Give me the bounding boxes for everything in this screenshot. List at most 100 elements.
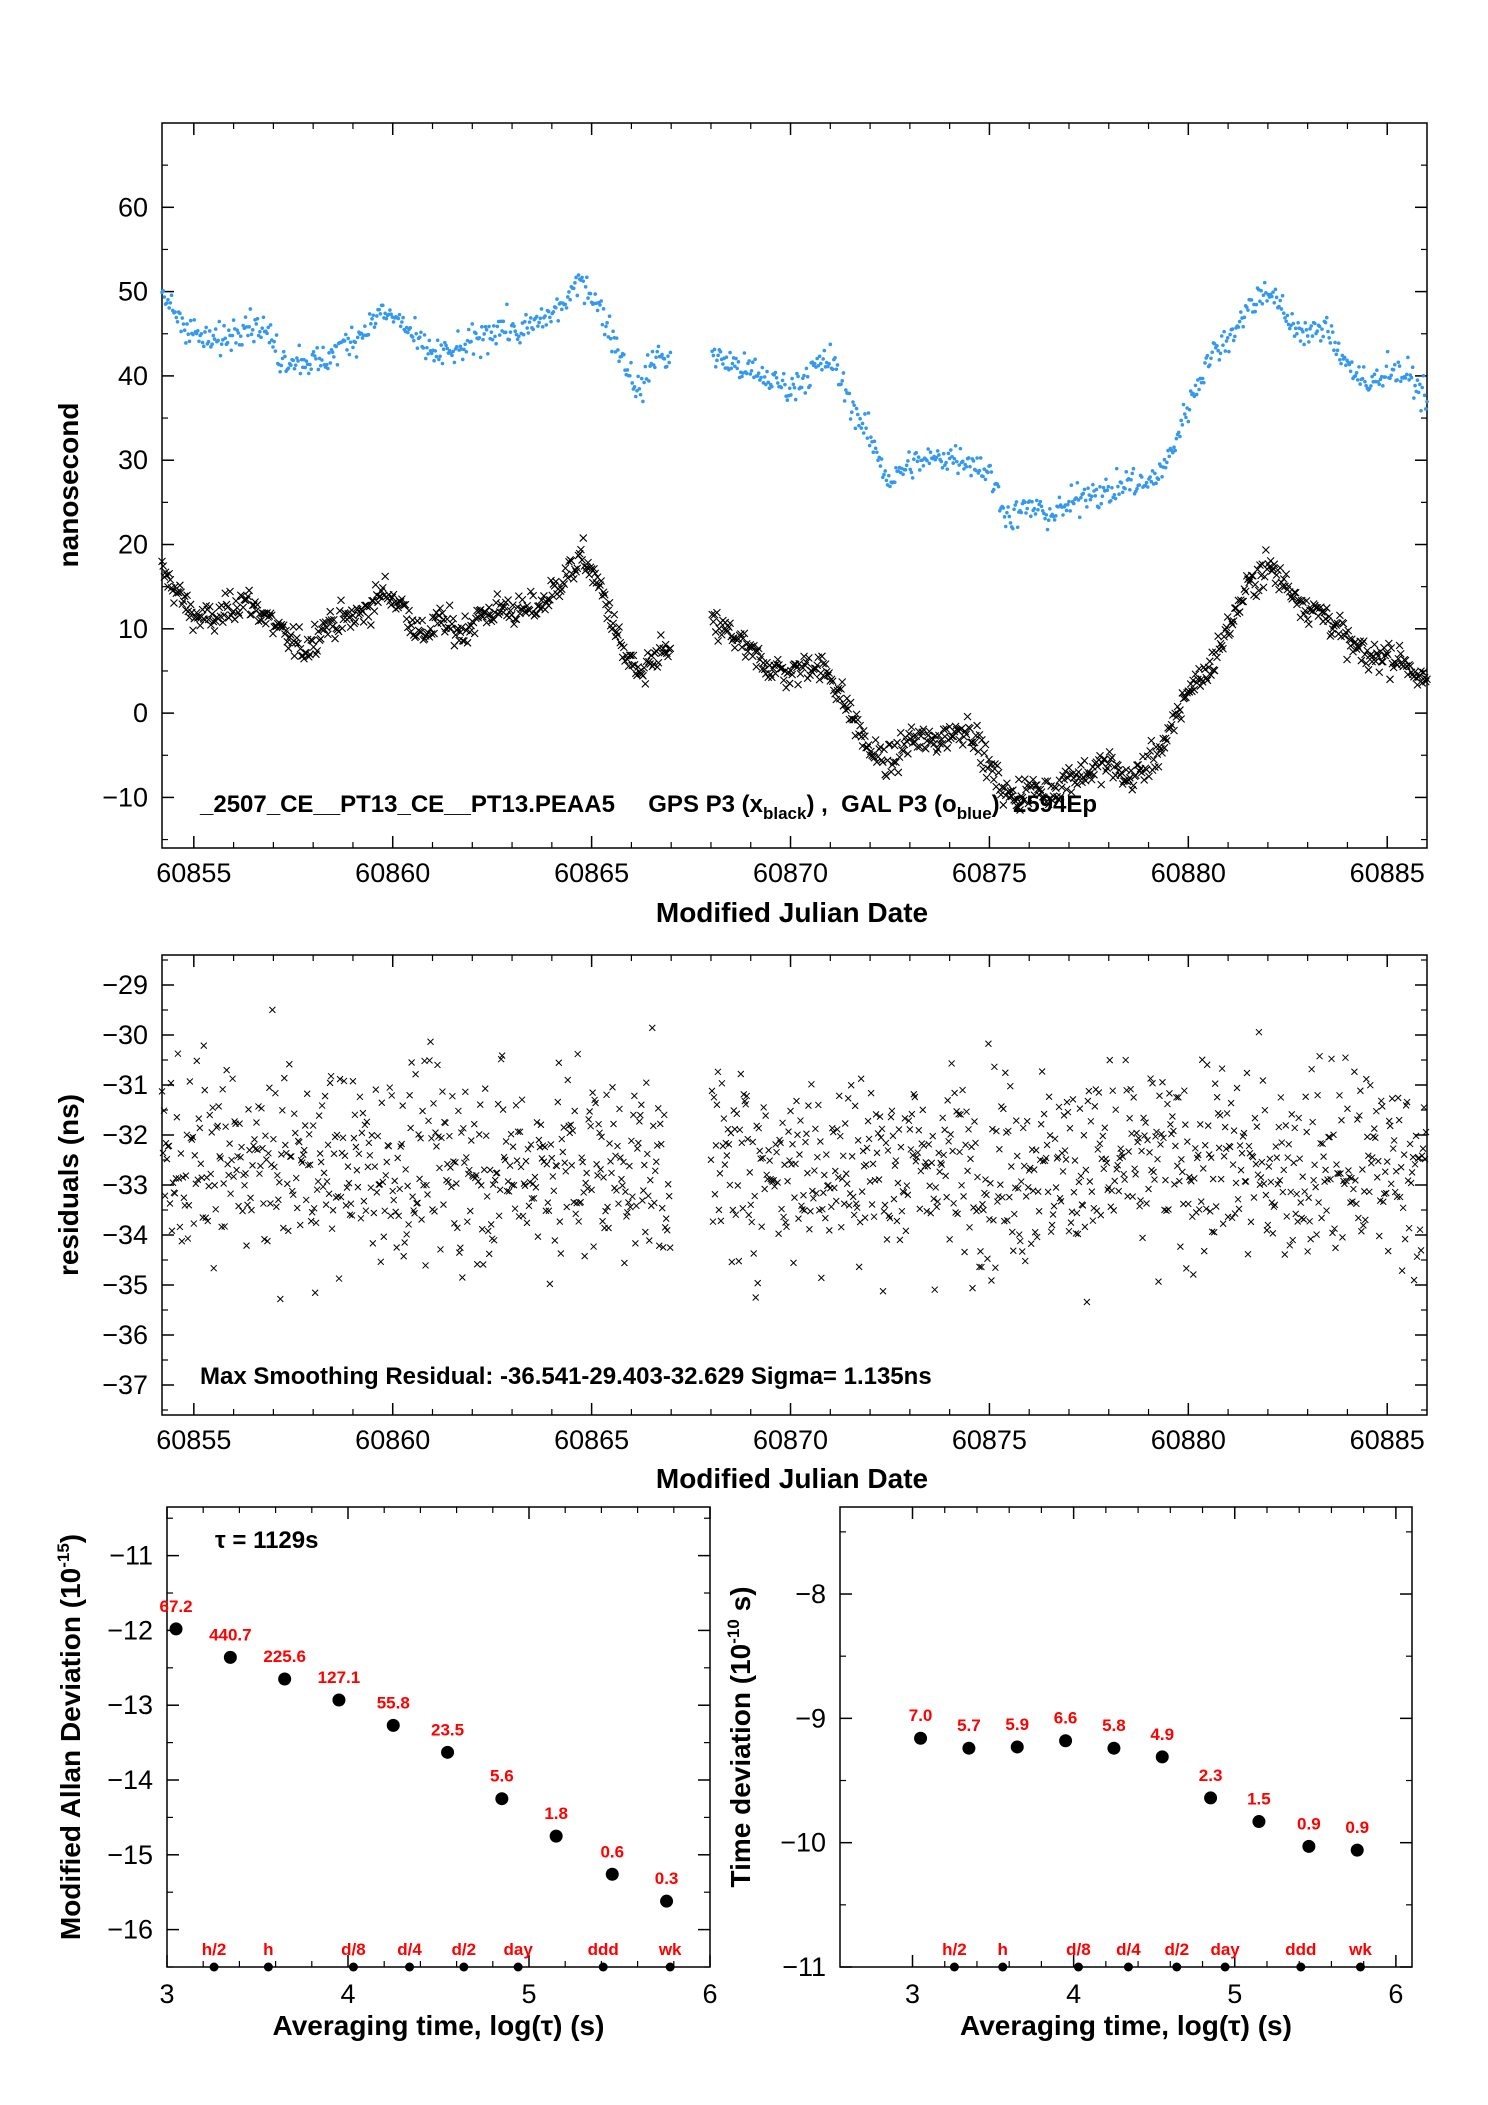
data-point-x bbox=[1240, 585, 1249, 594]
data-point-x bbox=[208, 610, 217, 618]
data-point-o bbox=[1412, 396, 1416, 400]
data-point-o bbox=[1334, 352, 1339, 357]
data-point-x bbox=[388, 1092, 396, 1099]
data-point-x bbox=[946, 1236, 953, 1243]
data-point-x bbox=[290, 1110, 298, 1118]
data-point-o bbox=[343, 332, 348, 337]
data-point-x bbox=[514, 1128, 522, 1136]
data-point-x bbox=[1243, 1069, 1251, 1077]
data-point-o bbox=[853, 426, 858, 431]
data-point-x bbox=[720, 625, 728, 634]
data-point-o bbox=[928, 450, 933, 455]
data-point-x bbox=[610, 610, 619, 619]
time-marker-dot bbox=[1355, 1962, 1365, 1972]
data-point-x bbox=[1123, 1086, 1131, 1094]
data-point-o bbox=[434, 354, 439, 359]
data-point-x bbox=[320, 1169, 328, 1177]
data-point-o bbox=[372, 325, 377, 329]
data-point-x bbox=[377, 1258, 385, 1266]
data-point-x bbox=[1114, 761, 1122, 770]
data-point-o bbox=[1200, 376, 1205, 381]
data-point-x bbox=[778, 1205, 785, 1213]
data-point-o bbox=[458, 344, 463, 349]
data-point-o bbox=[332, 355, 336, 359]
data-point-o bbox=[872, 439, 877, 444]
data-point-x bbox=[887, 1113, 895, 1121]
data-point-x bbox=[1291, 588, 1300, 597]
data-point-o bbox=[871, 450, 876, 455]
data-point-x bbox=[1354, 1116, 1361, 1123]
data-point-o bbox=[724, 355, 729, 359]
data-point-x bbox=[1361, 650, 1369, 659]
data-point-o bbox=[478, 355, 483, 360]
data-point-x bbox=[777, 1139, 784, 1147]
data-point-o bbox=[280, 356, 285, 361]
data-point-x bbox=[225, 1171, 232, 1179]
data-point-o bbox=[1105, 488, 1109, 493]
data-point-x bbox=[619, 643, 628, 652]
data-point-x bbox=[1220, 632, 1229, 641]
data-point-o bbox=[525, 326, 529, 330]
data-point-x bbox=[933, 1203, 941, 1211]
data-point-x bbox=[1003, 779, 1011, 788]
data-point-x bbox=[265, 1149, 272, 1157]
data-point-o bbox=[793, 397, 798, 402]
data-point-x bbox=[1330, 1131, 1337, 1139]
data-point-x bbox=[547, 1141, 555, 1148]
annotation-part: black bbox=[763, 804, 807, 823]
data-point-o bbox=[861, 431, 866, 435]
data-point-x bbox=[263, 1156, 270, 1164]
data-point-x bbox=[545, 1207, 553, 1215]
data-point-o bbox=[196, 328, 200, 333]
data-point-o bbox=[1203, 361, 1207, 365]
data-point-x bbox=[893, 1217, 901, 1225]
data-point-x bbox=[327, 1072, 335, 1080]
data-point-x bbox=[977, 735, 986, 744]
data-point-x bbox=[303, 635, 312, 644]
data-point-x bbox=[726, 619, 734, 628]
data-point-o bbox=[328, 361, 333, 365]
data-point-x bbox=[632, 1239, 639, 1247]
data-point-o bbox=[795, 371, 799, 376]
data-point-o bbox=[1281, 311, 1286, 315]
data-point-x bbox=[977, 1248, 984, 1255]
data-point-x bbox=[1016, 1237, 1024, 1245]
data-point-o bbox=[522, 319, 527, 324]
data-point-o bbox=[946, 451, 951, 456]
data-point-x bbox=[640, 663, 649, 672]
data-point-o bbox=[1150, 469, 1155, 473]
data-point-o bbox=[852, 403, 856, 408]
data-point-o bbox=[564, 306, 569, 310]
data-point-x bbox=[1009, 1247, 1017, 1255]
data-point-x bbox=[599, 588, 608, 597]
data-point-o bbox=[780, 378, 785, 383]
data-point-x bbox=[853, 1204, 861, 1212]
data-point-o bbox=[540, 325, 545, 329]
data-point-x bbox=[1193, 675, 1202, 684]
data-point-x bbox=[503, 1187, 511, 1195]
data-point-o bbox=[441, 347, 446, 351]
point-label: 5.7 bbox=[957, 1716, 981, 1735]
data-point-x bbox=[193, 1057, 201, 1065]
data-point-x bbox=[1255, 1028, 1263, 1036]
data-point-x bbox=[1412, 674, 1421, 682]
data-point-x bbox=[1218, 1065, 1226, 1072]
data-point-o bbox=[291, 358, 296, 363]
data-point-x bbox=[222, 1123, 230, 1131]
data-point-x bbox=[364, 1163, 372, 1171]
data-point-x bbox=[750, 1250, 758, 1257]
y-tick-label: −11 bbox=[782, 1952, 826, 1982]
data-point-o bbox=[821, 357, 825, 361]
data-point-x bbox=[974, 747, 983, 756]
data-point-o bbox=[665, 364, 669, 369]
data-point-x bbox=[317, 1158, 325, 1166]
data-point-x bbox=[425, 1117, 432, 1125]
data-point-x bbox=[894, 768, 903, 777]
data-point-x bbox=[1275, 1123, 1283, 1131]
data-point-o bbox=[324, 362, 329, 367]
data-point-x bbox=[838, 1175, 846, 1183]
data-point-x bbox=[930, 1195, 938, 1203]
data-point-o bbox=[179, 329, 183, 334]
data-point-x bbox=[1253, 1123, 1261, 1130]
data-point-o bbox=[908, 467, 913, 472]
